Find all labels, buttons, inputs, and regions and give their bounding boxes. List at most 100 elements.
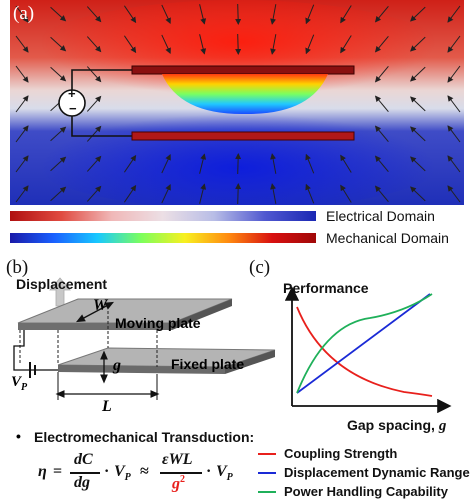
field-arrow	[410, 96, 426, 112]
mechanical-domain-label: Mechanical Domain	[326, 230, 449, 246]
field-arrow	[50, 156, 67, 172]
electrical-domain-label: Electrical Domain	[326, 208, 435, 224]
field-arrow	[270, 183, 277, 204]
field-arrow	[374, 155, 389, 172]
field-arrow	[199, 34, 207, 55]
field-arrow	[447, 185, 461, 203]
field-arrow	[340, 154, 352, 173]
field-arrow	[86, 95, 102, 112]
field-arrow	[374, 125, 389, 142]
field-arrow	[235, 3, 242, 25]
displacement-label: Displacement	[16, 276, 108, 292]
moving-plate-label: Moving plate	[115, 315, 201, 331]
field-arrow	[410, 186, 426, 202]
field-arrow	[15, 5, 29, 23]
field-arrow	[15, 155, 29, 173]
field-arrow	[161, 34, 171, 54]
deflection-profile	[162, 74, 328, 115]
performance-plot-graphic	[284, 286, 452, 414]
transduction-bullet: •	[16, 428, 21, 444]
field-arrow	[374, 6, 389, 23]
parallel-plate-graphic	[13, 277, 276, 400]
bottom-electrode	[131, 131, 355, 141]
bias-circuit-wire	[13, 330, 58, 371]
panel-a-letter: (a)	[13, 3, 35, 24]
field-arrow	[86, 185, 102, 202]
field-arrow	[270, 153, 277, 174]
field-arrow	[50, 186, 67, 202]
field-arrow	[86, 6, 102, 23]
performance-axis-label: Performance	[283, 280, 369, 296]
field-arrow	[305, 4, 315, 25]
field-arrow	[374, 95, 389, 112]
field-arrow	[447, 65, 461, 83]
bias-voltage-label: VP	[11, 374, 28, 393]
field-arrow	[199, 4, 207, 25]
length-label: L	[102, 398, 112, 415]
field-arrow	[50, 36, 67, 52]
field-arrow	[447, 95, 461, 113]
gap-spacing-axis-label: Gap spacing, g	[347, 417, 447, 434]
field-arrow	[410, 126, 426, 142]
panel-c-letter: (c)	[249, 257, 271, 278]
field-arrow	[374, 66, 389, 83]
panel-b-letter: (b)	[6, 257, 29, 278]
field-arrow	[410, 6, 426, 22]
field-arrow	[447, 5, 461, 23]
legend-swatch	[258, 453, 276, 455]
field-arrow	[50, 66, 67, 82]
field-arrow	[340, 35, 352, 54]
performance-plot	[280, 284, 460, 414]
legend-swatch	[258, 491, 276, 493]
displacement-range-curve	[296, 293, 431, 394]
field-arrow	[50, 6, 67, 22]
field-arrow	[86, 125, 102, 142]
field-arrow	[270, 34, 277, 55]
field-arrow	[235, 33, 242, 55]
field-arrow	[340, 5, 352, 24]
parallel-plate-diagram	[0, 262, 280, 410]
field-simulation-panel: + − (a)	[10, 0, 464, 210]
gap-label: g	[113, 357, 121, 374]
field-arrow	[374, 36, 389, 53]
field-arrow	[15, 125, 29, 143]
field-arrow	[199, 153, 207, 174]
electrical-domain-colorbar	[10, 211, 316, 221]
field-arrow	[15, 65, 29, 83]
field-arrow	[410, 66, 426, 82]
field-arrow	[161, 184, 171, 204]
field-arrow	[199, 183, 207, 204]
field-arrow	[86, 36, 102, 53]
field-arrow	[235, 183, 242, 205]
field-arrow	[123, 35, 137, 54]
field-arrow	[447, 125, 461, 143]
field-vector-arrows	[15, 3, 461, 205]
field-arrow	[235, 153, 242, 175]
field-arrow	[305, 183, 315, 204]
field-arrow	[447, 155, 461, 173]
field-arrow	[123, 154, 137, 173]
top-electrode	[131, 65, 355, 75]
field-arrow	[123, 5, 137, 24]
coupling-strength-curve	[296, 306, 433, 397]
mechanical-domain-colorbar	[10, 233, 316, 243]
power-handling-curve	[296, 293, 433, 394]
width-dimension-arrow	[75, 301, 115, 323]
transduction-heading: Electromechanical Transduction:	[34, 429, 255, 445]
field-arrow	[270, 4, 277, 25]
field-arrow	[410, 36, 426, 52]
field-arrow	[161, 4, 171, 24]
field-arrow	[340, 184, 352, 203]
field-arrow	[86, 66, 102, 83]
field-simulation-graphic	[10, 0, 464, 210]
field-arrow	[123, 184, 137, 203]
source-minus-sign: −	[69, 101, 77, 116]
field-arrow	[15, 95, 29, 113]
field-arrow	[410, 156, 426, 172]
fixed-plate-label: Fixed plate	[171, 356, 245, 372]
field-arrow	[15, 185, 29, 203]
source-plus-sign: +	[68, 86, 76, 101]
voltage-source-icon	[58, 89, 86, 117]
performance-legend: Coupling Strength Displacement Dynamic R…	[258, 446, 472, 502]
field-arrow	[161, 154, 171, 174]
